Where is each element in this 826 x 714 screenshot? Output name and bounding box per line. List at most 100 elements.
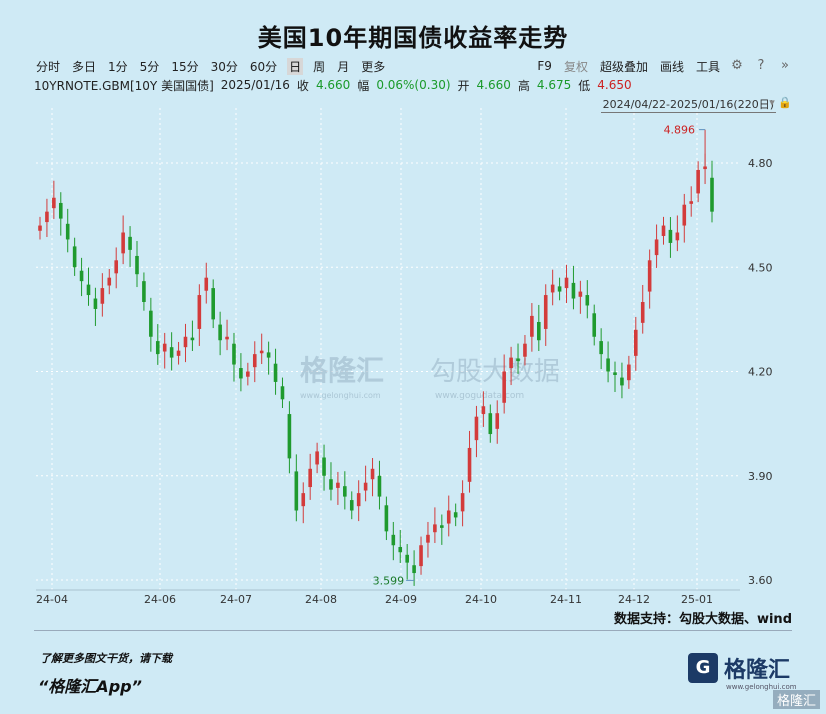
candle-body xyxy=(440,525,444,528)
candle-body xyxy=(336,482,340,488)
period-multiday[interactable]: 多日 xyxy=(72,59,97,74)
candle-body xyxy=(239,368,243,379)
candle-body xyxy=(661,225,666,236)
candle-body xyxy=(502,371,506,403)
quote-bar: 10YRNOTE.GBM[10Y 美国国债] 2025/01/16 收 4.660… xyxy=(34,77,792,93)
f9-button[interactable]: F9 xyxy=(537,59,552,73)
candle-body xyxy=(356,493,361,507)
candle-body xyxy=(121,232,125,254)
candle-body xyxy=(65,223,70,240)
candle-body xyxy=(114,260,119,274)
period-1min[interactable]: 1分 xyxy=(108,59,128,74)
period-60min[interactable]: 60分 xyxy=(249,59,278,74)
candle-body xyxy=(647,260,652,292)
gear-icon[interactable]: ⚙ xyxy=(731,58,743,73)
candle-body xyxy=(689,201,694,204)
x-tick-label: 24-04 xyxy=(36,593,68,606)
period-5min[interactable]: 5分 xyxy=(139,59,160,74)
max-label: 4.896 xyxy=(664,124,696,137)
candle-body xyxy=(696,169,700,194)
candle-body xyxy=(446,510,451,524)
candle-body xyxy=(398,546,403,553)
candle-body xyxy=(488,413,493,435)
candle-body xyxy=(460,493,465,512)
logo-icon: G xyxy=(688,653,718,683)
candle-body xyxy=(370,468,375,480)
candle-body xyxy=(474,416,479,441)
candle-body xyxy=(52,197,56,209)
candle-body xyxy=(578,291,583,297)
min-label: 3.599 xyxy=(373,574,405,587)
logo: G 格隆汇 xyxy=(688,652,790,684)
candle-body xyxy=(557,286,562,292)
period-30min[interactable]: 30分 xyxy=(210,59,238,74)
candle-body xyxy=(190,337,195,341)
candle-body xyxy=(86,284,91,296)
lock-icon[interactable]: 🔒 xyxy=(778,96,792,109)
candle-body xyxy=(564,277,569,289)
candle-body xyxy=(585,295,590,306)
high-label: 高 xyxy=(517,78,530,93)
candle-body xyxy=(377,475,382,497)
candle-body xyxy=(703,166,707,170)
candle-body xyxy=(606,358,610,372)
candle-body xyxy=(204,277,209,291)
candle-body xyxy=(135,255,139,275)
adjust-button[interactable]: 复权 xyxy=(563,59,588,74)
candle-body xyxy=(453,512,458,518)
candle-body xyxy=(613,372,617,375)
low-value: 4.650 xyxy=(597,78,632,92)
date-range[interactable]: 2024/04/22-2025/01/16(220日) xyxy=(600,98,776,113)
candle-body xyxy=(592,313,597,337)
y-tick-label: 3.90 xyxy=(748,470,773,483)
period-15min[interactable]: 15分 xyxy=(171,59,199,74)
close-value: 4.660 xyxy=(315,78,351,92)
x-tick-label: 24-06 xyxy=(144,593,176,606)
candle-body xyxy=(72,246,77,268)
promo-line-2: “格隆汇App” xyxy=(38,677,142,696)
candle-body xyxy=(426,534,430,543)
open-value: 4.660 xyxy=(476,78,511,92)
candle-body xyxy=(543,295,548,329)
period-day[interactable]: 日 xyxy=(287,57,304,75)
y-tick-label: 3.60 xyxy=(748,574,773,587)
candle-body xyxy=(100,288,105,304)
expand-icon[interactable]: » xyxy=(781,58,789,73)
candle-body xyxy=(246,371,250,377)
draw-line-button[interactable]: 画线 xyxy=(659,59,684,74)
candle-body xyxy=(252,354,257,368)
candle-body xyxy=(571,282,576,299)
candle-body xyxy=(412,565,416,574)
candle-body xyxy=(266,352,271,358)
overlay-button[interactable]: 超级叠加 xyxy=(599,59,648,74)
period-week[interactable]: 周 xyxy=(313,59,326,74)
candle-body xyxy=(38,225,42,231)
divider xyxy=(34,630,792,631)
candle-body xyxy=(280,386,285,400)
candle-body xyxy=(259,350,264,354)
candle-body xyxy=(273,363,278,382)
candle-body xyxy=(710,177,714,212)
range-icons: ▾ 🔒 xyxy=(769,96,792,109)
dropdown-icon[interactable]: ▾ xyxy=(769,96,775,109)
candle-body xyxy=(93,298,98,309)
period-month[interactable]: 月 xyxy=(337,59,350,74)
period-more[interactable]: 更多 xyxy=(361,59,386,74)
candle-body xyxy=(640,302,645,323)
x-tick-label: 24-07 xyxy=(220,593,252,606)
candle-body xyxy=(599,341,603,355)
period-intraday[interactable]: 分时 xyxy=(36,59,61,74)
watermark: 格隆汇 www.gelonghui.com 勾股大数据 www.gogudata… xyxy=(300,354,560,401)
candle-body xyxy=(627,364,631,381)
candle-body xyxy=(668,229,673,243)
close-label: 收 xyxy=(296,78,309,93)
quote-date: 2025/01/16 xyxy=(220,78,290,92)
candle-body xyxy=(301,493,306,507)
help-icon[interactable]: ? xyxy=(757,58,765,73)
candle-body xyxy=(391,534,396,546)
tools-button[interactable]: 工具 xyxy=(695,59,720,74)
candle-body xyxy=(211,288,215,320)
y-tick-label: 4.20 xyxy=(748,366,773,379)
candle-body xyxy=(530,315,534,337)
